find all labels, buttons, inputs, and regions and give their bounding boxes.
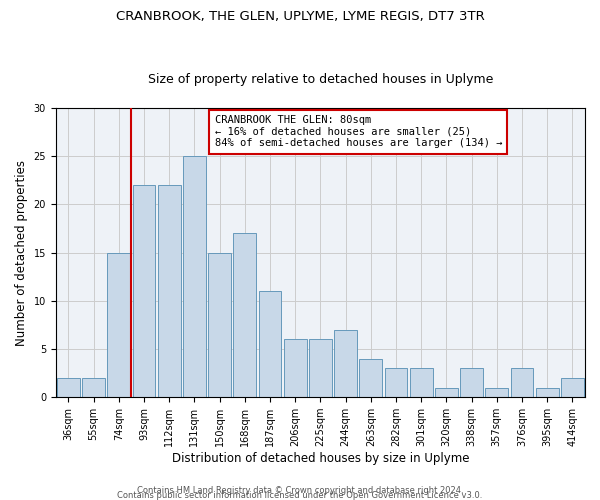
- Bar: [259, 291, 281, 397]
- Bar: [82, 378, 105, 397]
- Bar: [158, 185, 181, 397]
- Text: CRANBROOK THE GLEN: 80sqm
← 16% of detached houses are smaller (25)
84% of semi-: CRANBROOK THE GLEN: 80sqm ← 16% of detac…: [215, 115, 502, 148]
- X-axis label: Distribution of detached houses by size in Uplyme: Distribution of detached houses by size …: [172, 452, 469, 465]
- Bar: [485, 388, 508, 397]
- Y-axis label: Number of detached properties: Number of detached properties: [15, 160, 28, 346]
- Bar: [536, 388, 559, 397]
- Bar: [435, 388, 458, 397]
- Bar: [133, 185, 155, 397]
- Bar: [460, 368, 483, 397]
- Bar: [511, 368, 533, 397]
- Bar: [284, 340, 307, 397]
- Bar: [57, 378, 80, 397]
- Text: CRANBROOK, THE GLEN, UPLYME, LYME REGIS, DT7 3TR: CRANBROOK, THE GLEN, UPLYME, LYME REGIS,…: [116, 10, 484, 23]
- Text: Contains HM Land Registry data © Crown copyright and database right 2024.: Contains HM Land Registry data © Crown c…: [137, 486, 463, 495]
- Bar: [334, 330, 357, 397]
- Title: Size of property relative to detached houses in Uplyme: Size of property relative to detached ho…: [148, 73, 493, 86]
- Bar: [107, 252, 130, 397]
- Bar: [359, 358, 382, 397]
- Bar: [561, 378, 584, 397]
- Bar: [233, 234, 256, 397]
- Bar: [410, 368, 433, 397]
- Bar: [183, 156, 206, 397]
- Bar: [309, 340, 332, 397]
- Bar: [385, 368, 407, 397]
- Text: Contains public sector information licensed under the Open Government Licence v3: Contains public sector information licen…: [118, 491, 482, 500]
- Bar: [208, 252, 231, 397]
